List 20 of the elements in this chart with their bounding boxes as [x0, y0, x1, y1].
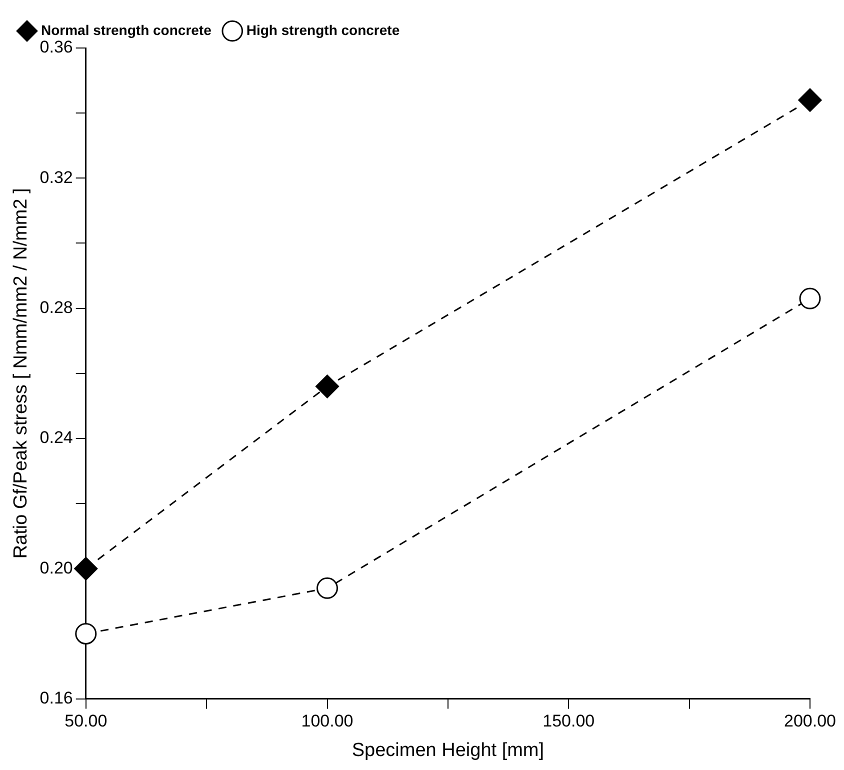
- y-tick-label: 0.36: [40, 38, 73, 57]
- y-tick-label: 0.24: [40, 428, 73, 448]
- point: [316, 577, 338, 599]
- y-tick-label: 0.16: [40, 688, 73, 708]
- point: [74, 556, 98, 580]
- x-tick-label: 100.00: [301, 712, 354, 731]
- point: [799, 288, 821, 310]
- legend-label: High strength concrete: [246, 22, 400, 38]
- point: [798, 88, 822, 112]
- x-tick-label: 150.00: [542, 712, 595, 731]
- y-tick-label: 0.28: [40, 298, 73, 318]
- y-tick-label: 0.20: [40, 558, 73, 578]
- x-axis-title: Specimen Height [mm]: [352, 740, 544, 761]
- point: [316, 374, 340, 398]
- legend-label: Normal strength concrete: [41, 22, 212, 38]
- x-tick-label: 200.00: [784, 712, 836, 731]
- y-tick-label: 0.32: [40, 168, 73, 187]
- x-tick-label: 50.00: [64, 712, 108, 731]
- y-axis-title: Ratio Gf/Peak stress [ Nmm/mm2 / N/mm2 ]: [10, 188, 32, 559]
- point: [75, 622, 97, 644]
